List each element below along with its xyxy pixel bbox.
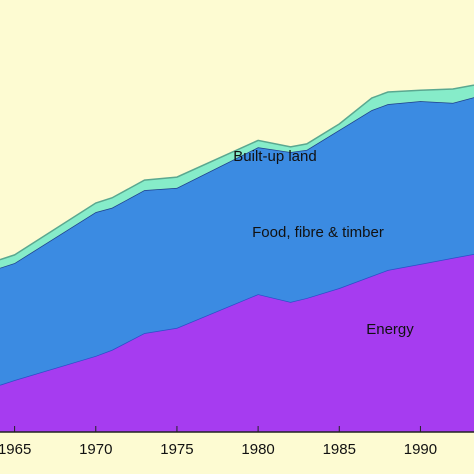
- area: [0, 97, 474, 385]
- x-tick-label: 1965: [0, 441, 31, 458]
- x-tick-label: 1975: [160, 441, 193, 458]
- area: [0, 254, 474, 432]
- series-label: Energy: [366, 321, 414, 338]
- x-tick-label: 1970: [79, 441, 112, 458]
- series-label: Built-up land: [233, 148, 316, 165]
- area-edge: [0, 84, 474, 261]
- x-tick-label: 1985: [323, 441, 356, 458]
- x-tick-label: 1990: [404, 441, 437, 458]
- series-label: Food, fibre & timber: [252, 224, 384, 241]
- x-tick-label: 1980: [241, 441, 274, 458]
